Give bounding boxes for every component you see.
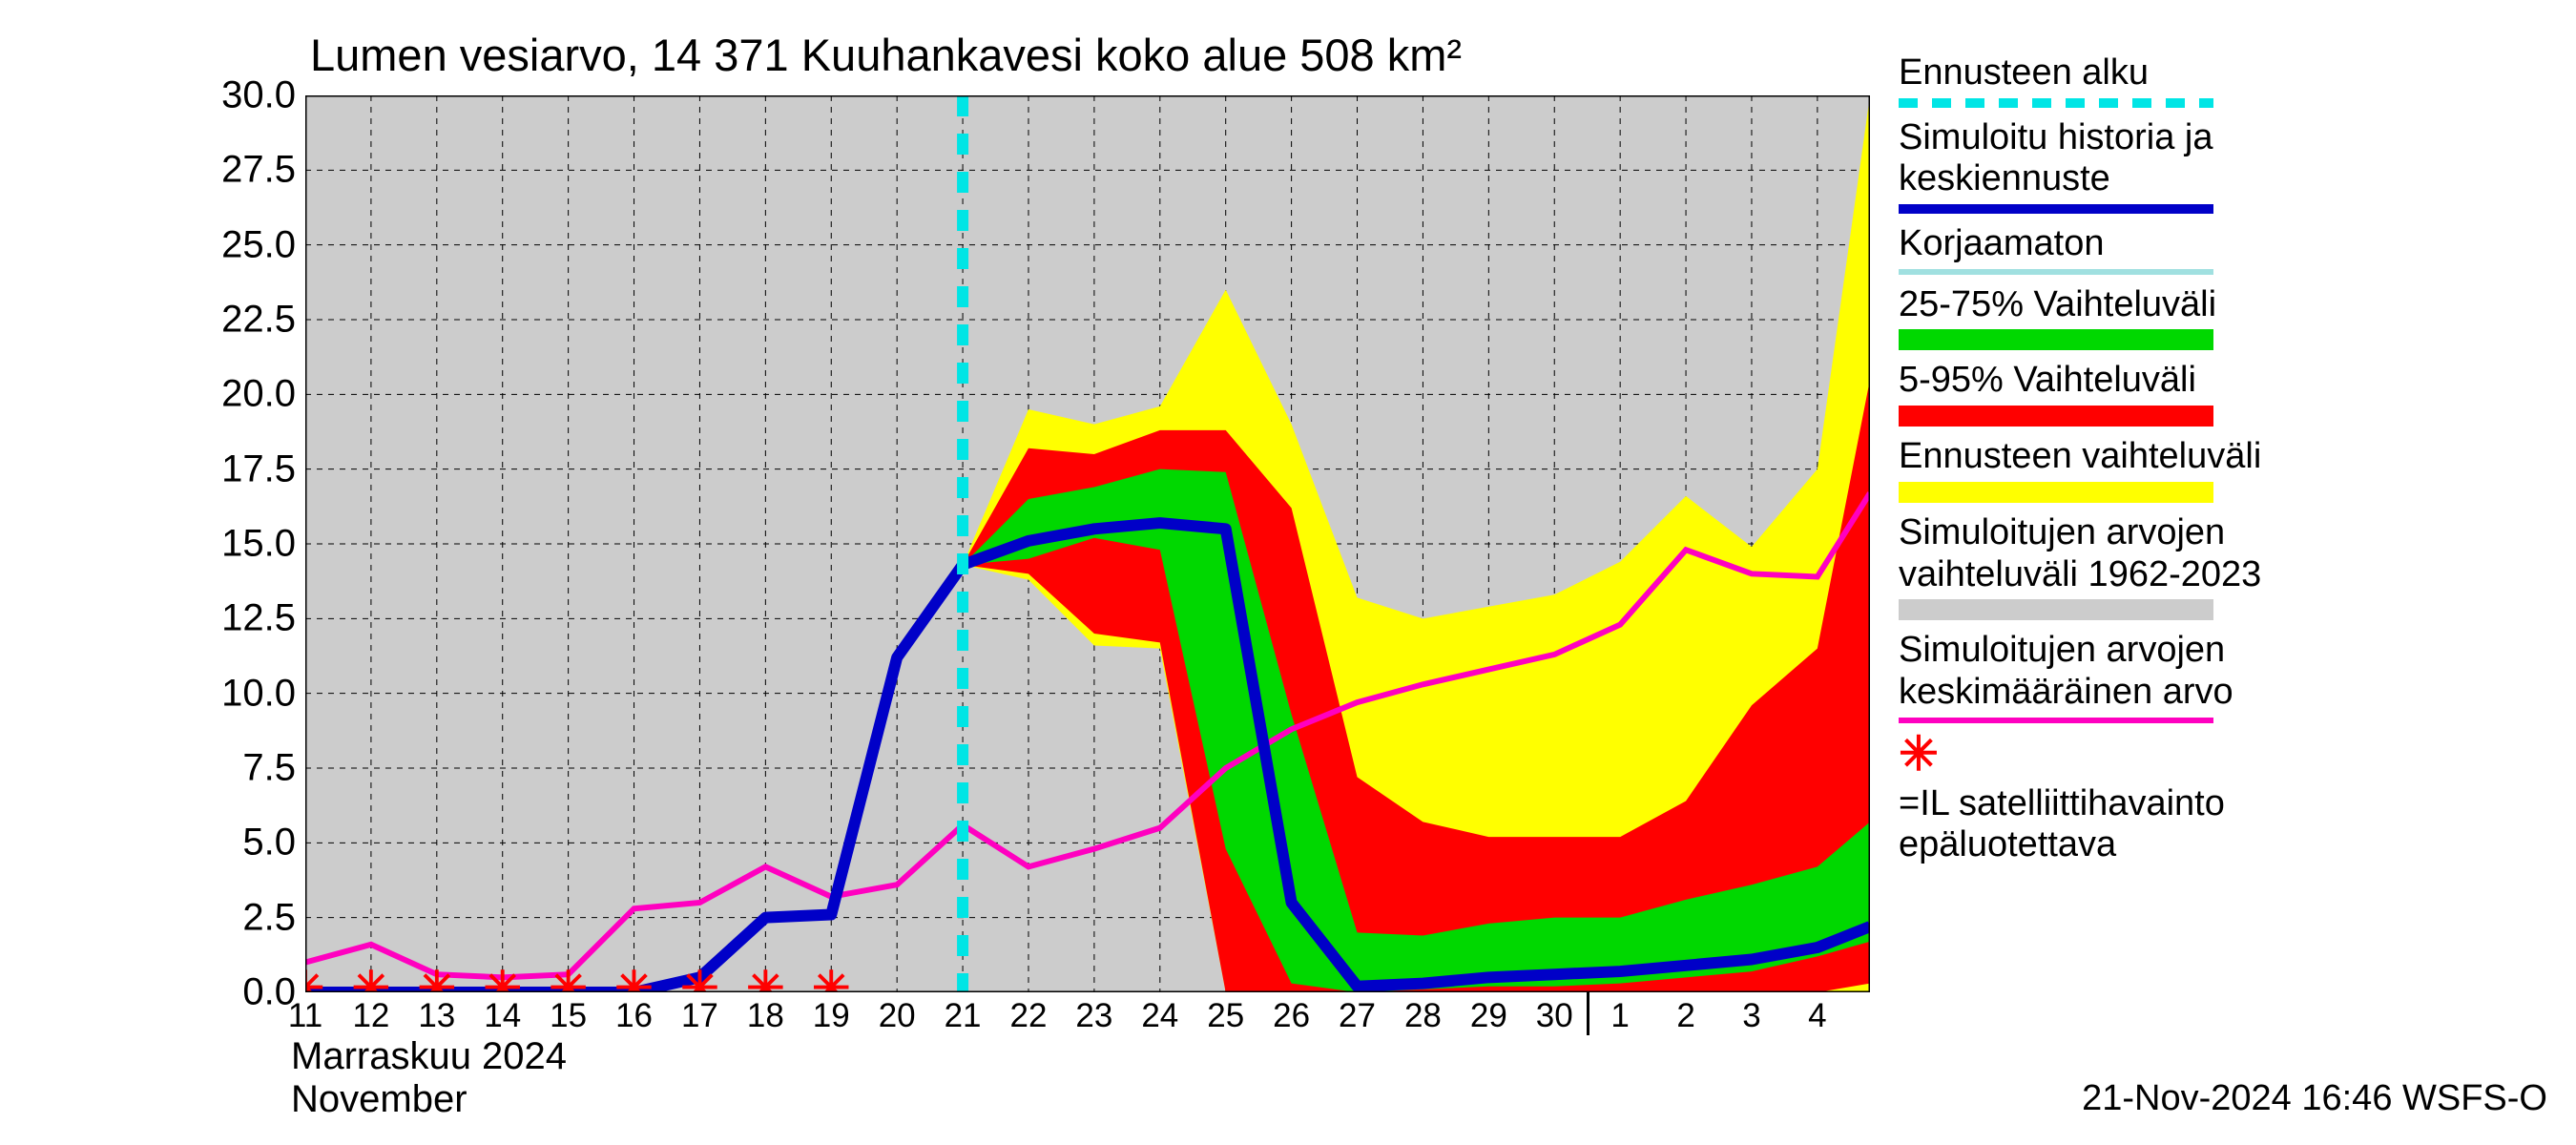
chart-container: Lumen vesiarvo, 14 371 Kuuhankavesi koko… <box>0 0 2576 1145</box>
x-tick: 1 <box>1610 997 1629 1035</box>
legend-5-95: 5-95% Vaihteluväli <box>1899 360 2261 427</box>
svg-text:✳: ✳ <box>812 964 850 992</box>
y-tick: 27.5 <box>221 149 296 192</box>
legend-swatch-595 <box>1899 406 2213 427</box>
legend-25-75: 25-75% Vaihteluväli <box>1899 284 2261 351</box>
x-tick: 4 <box>1808 997 1826 1035</box>
svg-text:✳: ✳ <box>484 964 522 992</box>
chart-svg: ✳ ✳ ✳ ✳ ✳ ✳ ✳ ✳ ✳ <box>305 95 1870 992</box>
legend: Ennusteen alku Simuloitu historia ja kes… <box>1899 52 2261 876</box>
legend-forecast-start: Ennusteen alku <box>1899 52 2261 108</box>
y-tick: 2.5 <box>242 896 296 939</box>
x-tick: 24 <box>1141 997 1178 1035</box>
x-tick: 21 <box>945 997 982 1035</box>
x-tick: 30 <box>1536 997 1573 1035</box>
svg-text:✳: ✳ <box>614 964 653 992</box>
x-tick: 27 <box>1339 997 1376 1035</box>
y-tick: 10.0 <box>221 672 296 715</box>
y-tick: 5.0 <box>242 822 296 864</box>
legend-satellite: ✳ =IL satelliittihavainto epäluotettava <box>1899 733 2261 866</box>
legend-swatch-dash <box>1899 98 2213 108</box>
legend-swatch-cmean <box>1899 718 2213 723</box>
y-tick: 7.5 <box>242 747 296 790</box>
x-tick: 2 <box>1676 997 1694 1035</box>
asterisk-icon: ✳ <box>1899 733 1939 776</box>
x-tick: 22 <box>1010 997 1048 1035</box>
svg-text:✳: ✳ <box>305 964 324 992</box>
legend-korjaamaton: Korjaamaton <box>1899 223 2261 275</box>
legend-sim-hist: Simuloitu historia ja keskiennuste <box>1899 117 2261 214</box>
x-axis-label-fi: Marraskuu 2024 <box>291 1035 567 1078</box>
x-tick: 11 <box>288 997 322 1035</box>
x-tick: 12 <box>352 997 389 1035</box>
x-tick: 25 <box>1207 997 1244 1035</box>
svg-text:✳: ✳ <box>418 964 456 992</box>
x-tick: 20 <box>879 997 916 1035</box>
x-tick: 15 <box>550 997 587 1035</box>
y-tick: 25.0 <box>221 223 296 266</box>
svg-text:✳: ✳ <box>680 964 718 992</box>
x-tick: 28 <box>1404 997 1442 1035</box>
legend-full-range: Ennusteen vaihteluväli <box>1899 436 2261 503</box>
timestamp: 21-Nov-2024 16:46 WSFS-O <box>2082 1078 2547 1119</box>
x-tick: 23 <box>1075 997 1112 1035</box>
svg-text:✳: ✳ <box>746 964 784 992</box>
legend-swatch-clim <box>1899 599 2213 620</box>
legend-swatch-full <box>1899 482 2213 503</box>
x-tick: 16 <box>615 997 653 1035</box>
x-tick: 29 <box>1470 997 1507 1035</box>
x-tick: 3 <box>1742 997 1760 1035</box>
legend-swatch-2575 <box>1899 329 2213 350</box>
legend-clim-mean: Simuloitujen arvojen keskimääräinen arvo <box>1899 630 2261 722</box>
svg-text:✳: ✳ <box>550 964 588 992</box>
x-tick: 26 <box>1273 997 1310 1035</box>
svg-text:✳: ✳ <box>352 964 390 992</box>
legend-swatch-korj <box>1899 269 2213 275</box>
y-tick: 22.5 <box>221 299 296 342</box>
legend-swatch-sim <box>1899 204 2213 214</box>
chart-title: Lumen vesiarvo, 14 371 Kuuhankavesi koko… <box>310 29 1462 81</box>
month-divider <box>1587 992 1589 1035</box>
x-tick: 13 <box>418 997 455 1035</box>
x-tick: 19 <box>813 997 850 1035</box>
plot-area: ✳ ✳ ✳ ✳ ✳ ✳ ✳ ✳ ✳ <box>305 95 1870 992</box>
y-tick: 12.5 <box>221 597 296 640</box>
y-tick: 30.0 <box>221 74 296 117</box>
y-tick: 15.0 <box>221 523 296 566</box>
x-axis-label-en: November <box>291 1078 467 1121</box>
x-tick: 17 <box>681 997 718 1035</box>
x-tick: 18 <box>747 997 784 1035</box>
y-tick: 17.5 <box>221 448 296 490</box>
x-tick: 14 <box>484 997 521 1035</box>
y-tick: 20.0 <box>221 373 296 416</box>
legend-clim-range: Simuloitujen arvojen vaihteluväli 1962-2… <box>1899 512 2261 620</box>
